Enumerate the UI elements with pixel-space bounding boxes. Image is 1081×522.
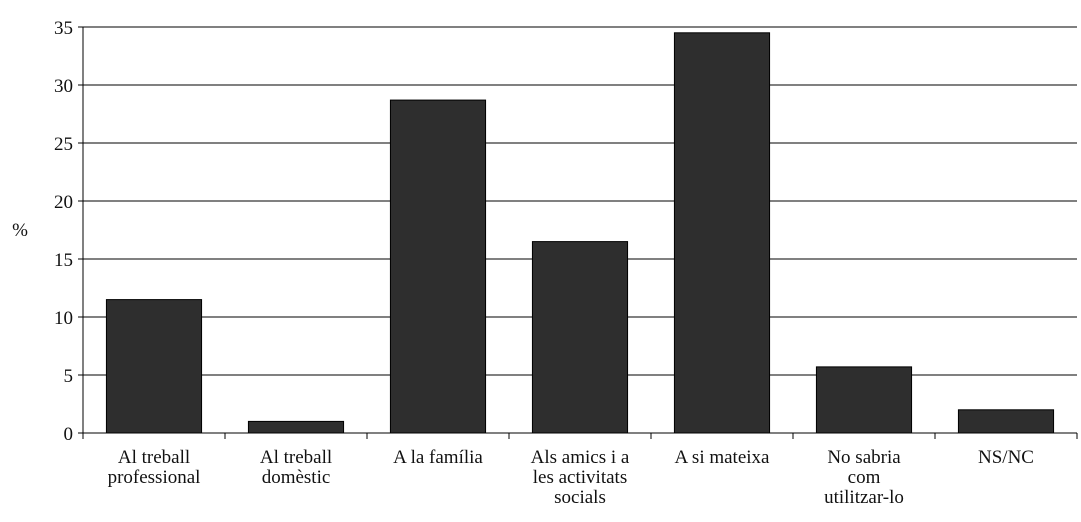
bar xyxy=(389,99,487,434)
bar xyxy=(105,299,203,434)
bar xyxy=(247,420,345,434)
x-tick-label: NS/NC xyxy=(978,447,1034,468)
bar xyxy=(531,241,629,434)
x-tick-label: A si mateixa xyxy=(675,447,771,468)
y-tick-label: 15 xyxy=(54,250,73,271)
y-tick-label: 20 xyxy=(54,192,73,213)
x-tick-label: Al treball professional xyxy=(108,447,201,488)
bar xyxy=(957,409,1055,434)
x-tick-label: Als amics i a les activitats socials xyxy=(531,447,630,508)
y-tick-label: 35 xyxy=(54,18,73,39)
x-tick-label: Al treball domèstic xyxy=(260,447,332,488)
y-tick-label: 0 xyxy=(64,424,74,445)
x-tick-label: No sabria com utilitzar-lo xyxy=(824,447,904,508)
y-tick-label: 5 xyxy=(64,366,74,387)
bar xyxy=(673,32,771,434)
y-tick-label: 30 xyxy=(54,76,73,97)
x-tick-label: A la família xyxy=(393,447,483,468)
y-tick-label: 10 xyxy=(54,308,73,329)
y-axis-label: % xyxy=(12,220,28,241)
y-tick-label: 25 xyxy=(54,134,73,155)
bar xyxy=(815,366,913,434)
